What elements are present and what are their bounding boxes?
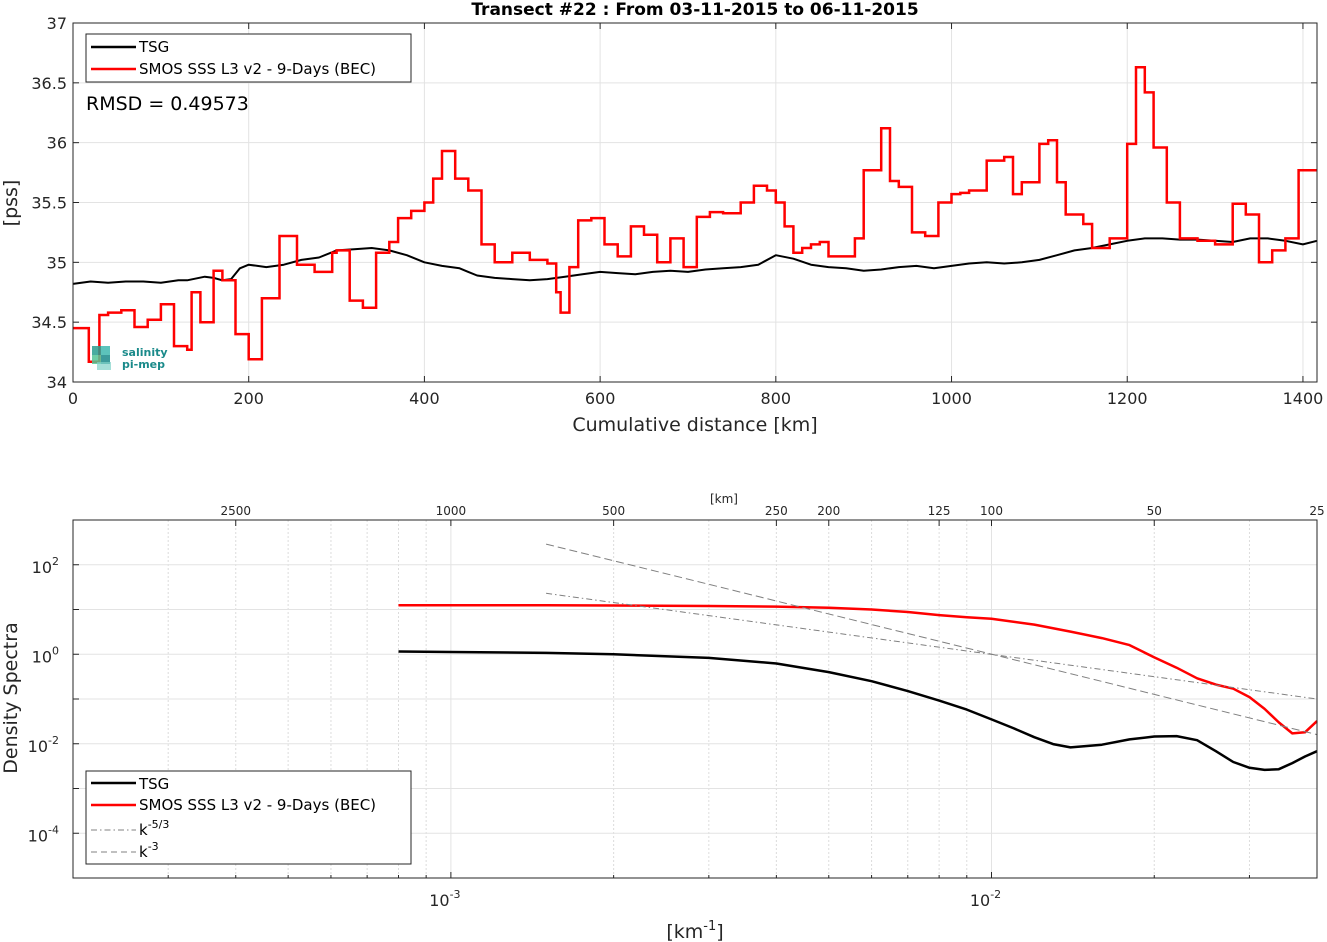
rmsd-annotation: RMSD = 0.49573 [86, 93, 249, 115]
bottom-top-tick-label: 250 [765, 504, 788, 518]
top-x-tick-label: 0 [68, 389, 78, 408]
bottom-y-ticks: 10-4 10-2 100 102 [28, 519, 79, 879]
logo-line1: salinity [122, 346, 168, 359]
salinity-pimep-logo: salinity pi-mep [92, 346, 168, 371]
bottom-top-tick-label: 100 [980, 504, 1003, 518]
bottom-x-axis-label: [km-1] [666, 919, 723, 942]
logo-line2: pi-mep [122, 358, 165, 371]
top-x-tick-label: 1400 [1283, 389, 1324, 408]
bottom-x-ticks: 10-3 10-2 [167, 872, 1250, 910]
top-y-tick-label: 35.5 [31, 194, 67, 213]
bottom-y-tick-label: 10-4 [28, 823, 59, 845]
bottom-legend-box [85, 770, 412, 865]
bottom-legend-tsg-label: TSG [138, 775, 169, 793]
bottom-series-smos-line [398, 603, 1318, 735]
bottom-grid [73, 520, 1317, 878]
k3-base: k [139, 843, 148, 861]
top-series-smos-line [73, 66, 1317, 363]
k53-exp: -5/3 [148, 818, 170, 831]
bottom-top-tick-label: 50 [1147, 504, 1162, 518]
k53-base: k [139, 821, 148, 839]
bottom-chart: 10-3 10-2 10-4 10-2 100 102 2500 1000 500 250 20… [0, 492, 1325, 942]
bottom-y-tick-label: 100 [32, 644, 59, 666]
top-chart: 0 200 400 600 800 1000 1200 1400 34 34.5 35 35.5 36… [0, 0, 1323, 436]
top-y-tick-label: 36 [47, 134, 67, 153]
bottom-legend-k53-label: k-5/3 [139, 818, 169, 839]
bottom-legend-smos-label: SMOS SSS L3 v2 - 9-Days (BEC) [139, 796, 376, 814]
top-y-tick-label: 37 [47, 14, 67, 33]
top-legend-box [85, 33, 412, 83]
bottom-y-axis-label: Density Spectra [0, 622, 22, 773]
top-x-tick-label: 1200 [1107, 389, 1148, 408]
bottom-series [398, 543, 1318, 772]
k3-exp: -3 [148, 840, 159, 853]
top-x-tick-label: 800 [761, 389, 792, 408]
top-y-ticks: 34 34.5 35 35.5 36 36.5 37 [31, 14, 1317, 392]
top-x-tick-label: 400 [409, 389, 440, 408]
bottom-x-label-end: ] [716, 921, 723, 942]
bottom-top-tick-label: 1000 [436, 504, 467, 518]
bottom-top-tick-label: 125 [928, 504, 951, 518]
top-legend: TSG SMOS SSS L3 v2 - 9-Days (BEC) [85, 33, 412, 83]
bottom-top-tick-label: 25 [1309, 504, 1324, 518]
bottom-top-tick-label: 2500 [220, 504, 251, 518]
bottom-y-tick-label: 10-2 [28, 734, 59, 756]
top-legend-smos-label: SMOS SSS L3 v2 - 9-Days (BEC) [139, 60, 376, 78]
top-x-tick-label: 200 [233, 389, 264, 408]
bottom-x-label-base: [km [666, 921, 703, 942]
top-legend-tsg-label: TSG [138, 38, 169, 56]
bottom-series-k53-line [546, 592, 1318, 700]
top-x-ticks: 0 200 400 600 800 1000 1200 1400 [68, 23, 1323, 408]
top-y-tick-label: 34.5 [31, 313, 67, 332]
bottom-top-axis-label: [km] [710, 492, 738, 506]
bottom-x-tick-label: 10-3 [429, 888, 460, 910]
top-y-axis-label: [pss] [0, 180, 22, 227]
bottom-x-tick-label: 10-2 [970, 888, 1001, 910]
bottom-x-label-exp: -1 [703, 919, 716, 934]
bottom-legend: TSG SMOS SSS L3 v2 - 9-Days (BEC) k-5/3 … [85, 770, 412, 865]
top-x-tick-label: 1000 [931, 389, 972, 408]
bottom-top-tick-label: 500 [602, 504, 625, 518]
bottom-top-tick-label: 200 [817, 504, 840, 518]
bottom-series-k3-line [545, 543, 1318, 736]
top-series [72, 66, 1318, 363]
bottom-y-tick-label: 102 [32, 555, 59, 577]
top-x-axis-label: Cumulative distance [km] [572, 414, 817, 436]
top-y-tick-label: 36.5 [31, 74, 67, 93]
top-x-tick-label: 600 [585, 389, 616, 408]
top-chart-title: Transect #22 : From 03-11-2015 to 06-11-… [471, 0, 918, 20]
top-y-tick-label: 35 [47, 253, 67, 272]
bottom-legend-k3-label: k-3 [139, 840, 159, 861]
top-y-tick-label: 34 [47, 373, 67, 392]
bottom-series-tsg-line [398, 650, 1318, 772]
bottom-top-ticks: 2500 1000 500 250 200 125 100 50 25 [220, 504, 1325, 526]
